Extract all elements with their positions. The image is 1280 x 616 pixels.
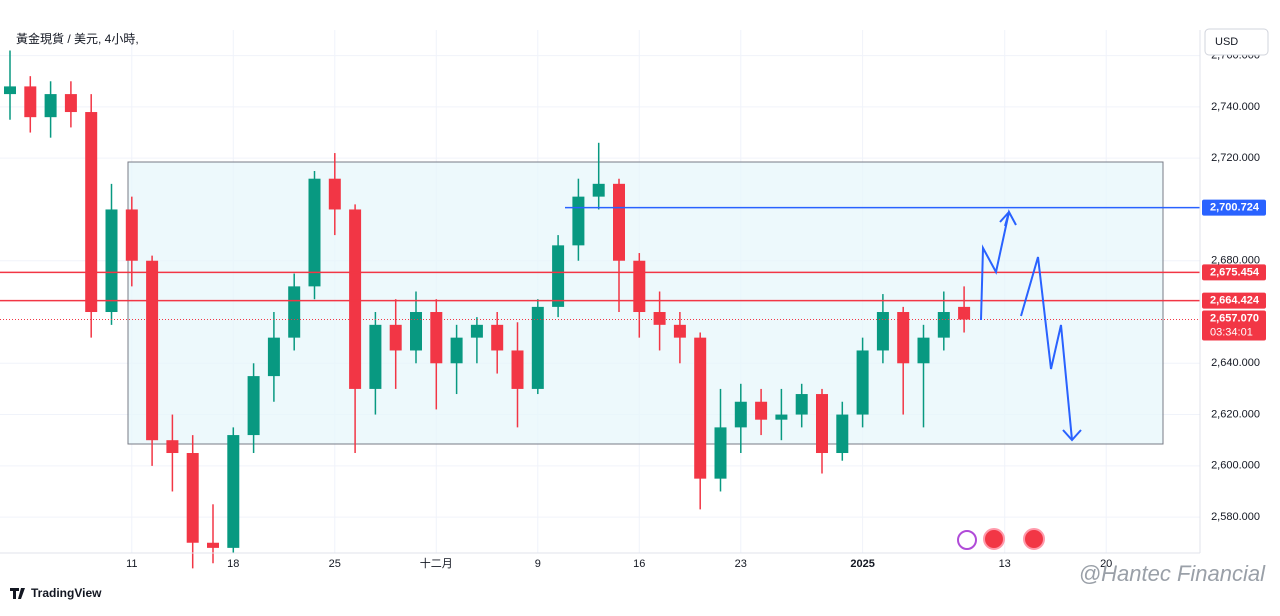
- price-label: 2,664.424: [1210, 295, 1260, 307]
- candle-body: [653, 312, 666, 325]
- x-tick-label: 2025: [850, 558, 874, 570]
- candle-body: [410, 312, 422, 351]
- x-tick-label: 11: [126, 558, 137, 570]
- candle-body: [328, 178, 341, 210]
- candle-body: [308, 178, 321, 287]
- projection-arrow-up: [980, 209, 1017, 321]
- candle-body: [369, 324, 382, 389]
- candle-body: [247, 376, 260, 436]
- event-icon[interactable]: [983, 528, 1005, 550]
- price-label-box: [1202, 292, 1266, 309]
- y-tick-label: 2,580.000: [1211, 511, 1260, 523]
- candle-body: [146, 260, 159, 441]
- candle-body: [816, 394, 828, 454]
- candle-body: [491, 324, 504, 351]
- candle-body: [572, 196, 585, 246]
- brand-name: TradingView: [31, 586, 102, 600]
- candle-body: [714, 427, 727, 479]
- event-icons: [957, 528, 1045, 550]
- range-box: [127, 161, 1164, 445]
- arrow-head: [999, 211, 1010, 227]
- y-tick-label: 2,640.000: [1211, 357, 1260, 369]
- x-tick-label: 9: [535, 558, 541, 570]
- candle-body: [856, 350, 869, 415]
- candle-body: [267, 337, 280, 377]
- price-label-box: [1202, 264, 1266, 281]
- candle-body: [876, 312, 889, 351]
- y-tick-label: 2,620.000: [1211, 408, 1260, 420]
- candle-body: [917, 337, 930, 364]
- x-tick-label: 16: [633, 558, 645, 570]
- symbol-title: 黃金現貨 / 美元, 4小時,: [16, 31, 139, 46]
- candle-body: [450, 337, 463, 364]
- y-tick-label: 2,680.000: [1211, 255, 1260, 267]
- candle-body: [552, 245, 565, 307]
- candle-body: [633, 260, 646, 313]
- candle-body: [349, 209, 362, 389]
- x-tick-label: 20: [1100, 558, 1112, 570]
- price-lines: 2,700.724 2,675.454 2,664.424 2,657.070 03:3…: [0, 199, 1266, 341]
- candle-body: [24, 86, 37, 118]
- candle-body: [734, 401, 747, 428]
- candle-body: [511, 350, 524, 389]
- price-label: 2,675.454: [1210, 266, 1260, 278]
- candle-body: [430, 312, 443, 364]
- last-price-box: [1202, 310, 1266, 341]
- candle-body: [44, 94, 57, 118]
- event-icon[interactable]: [1023, 528, 1045, 550]
- currency-label[interactable]: USD: [1215, 36, 1238, 48]
- candle-body: [836, 414, 849, 454]
- candle-body: [125, 209, 138, 261]
- candle-body: [937, 312, 950, 338]
- candle-body: [694, 337, 707, 479]
- event-icon[interactable]: [957, 530, 977, 550]
- candle-body: [897, 312, 910, 364]
- candle-body: [389, 324, 402, 351]
- candle-body: [958, 306, 971, 320]
- price-label: 2,700.724: [1210, 202, 1260, 214]
- arrow-head: [1062, 429, 1082, 442]
- axis: 2,760.0002,740.0002,720.0002,680.0002,64…: [126, 50, 1260, 570]
- candle-body: [186, 453, 199, 543]
- x-tick-label: 十二月: [420, 556, 453, 570]
- x-tick-label: 13: [999, 558, 1011, 570]
- y-tick-label: 2,600.000: [1211, 460, 1260, 472]
- candle-body: [105, 209, 118, 313]
- countdown: 03:34:01: [1210, 326, 1253, 338]
- x-tick-label: 18: [227, 558, 239, 570]
- candle-body: [166, 440, 179, 454]
- candle-body: [85, 112, 98, 313]
- candle-body: [775, 414, 788, 420]
- currency-button[interactable]: [1204, 28, 1269, 56]
- brand-logo: [10, 588, 25, 599]
- x-tick-label: 25: [329, 558, 341, 570]
- candle-body: [288, 286, 301, 338]
- candle-body: [755, 401, 768, 420]
- candle-body: [207, 542, 219, 548]
- candle-body: [592, 183, 605, 197]
- candles: [4, 50, 971, 569]
- x-tick-label: 23: [735, 558, 747, 570]
- projection-arrow-down: [1020, 256, 1073, 441]
- candle-body: [673, 324, 686, 338]
- candle-body: [227, 435, 240, 548]
- candle-body: [795, 394, 808, 415]
- price-label-box: [1202, 199, 1266, 216]
- candle-body: [470, 324, 483, 338]
- last-price-label: 2,657.070: [1210, 312, 1259, 324]
- y-tick-label: 2,740.000: [1211, 101, 1260, 113]
- candle-body: [64, 94, 77, 113]
- y-tick-label: 2,720.000: [1211, 152, 1260, 164]
- candle-body: [613, 183, 625, 261]
- candle-body: [4, 86, 16, 95]
- candle-body: [531, 306, 544, 389]
- watermark: @Hantec Financial: [1079, 561, 1266, 586]
